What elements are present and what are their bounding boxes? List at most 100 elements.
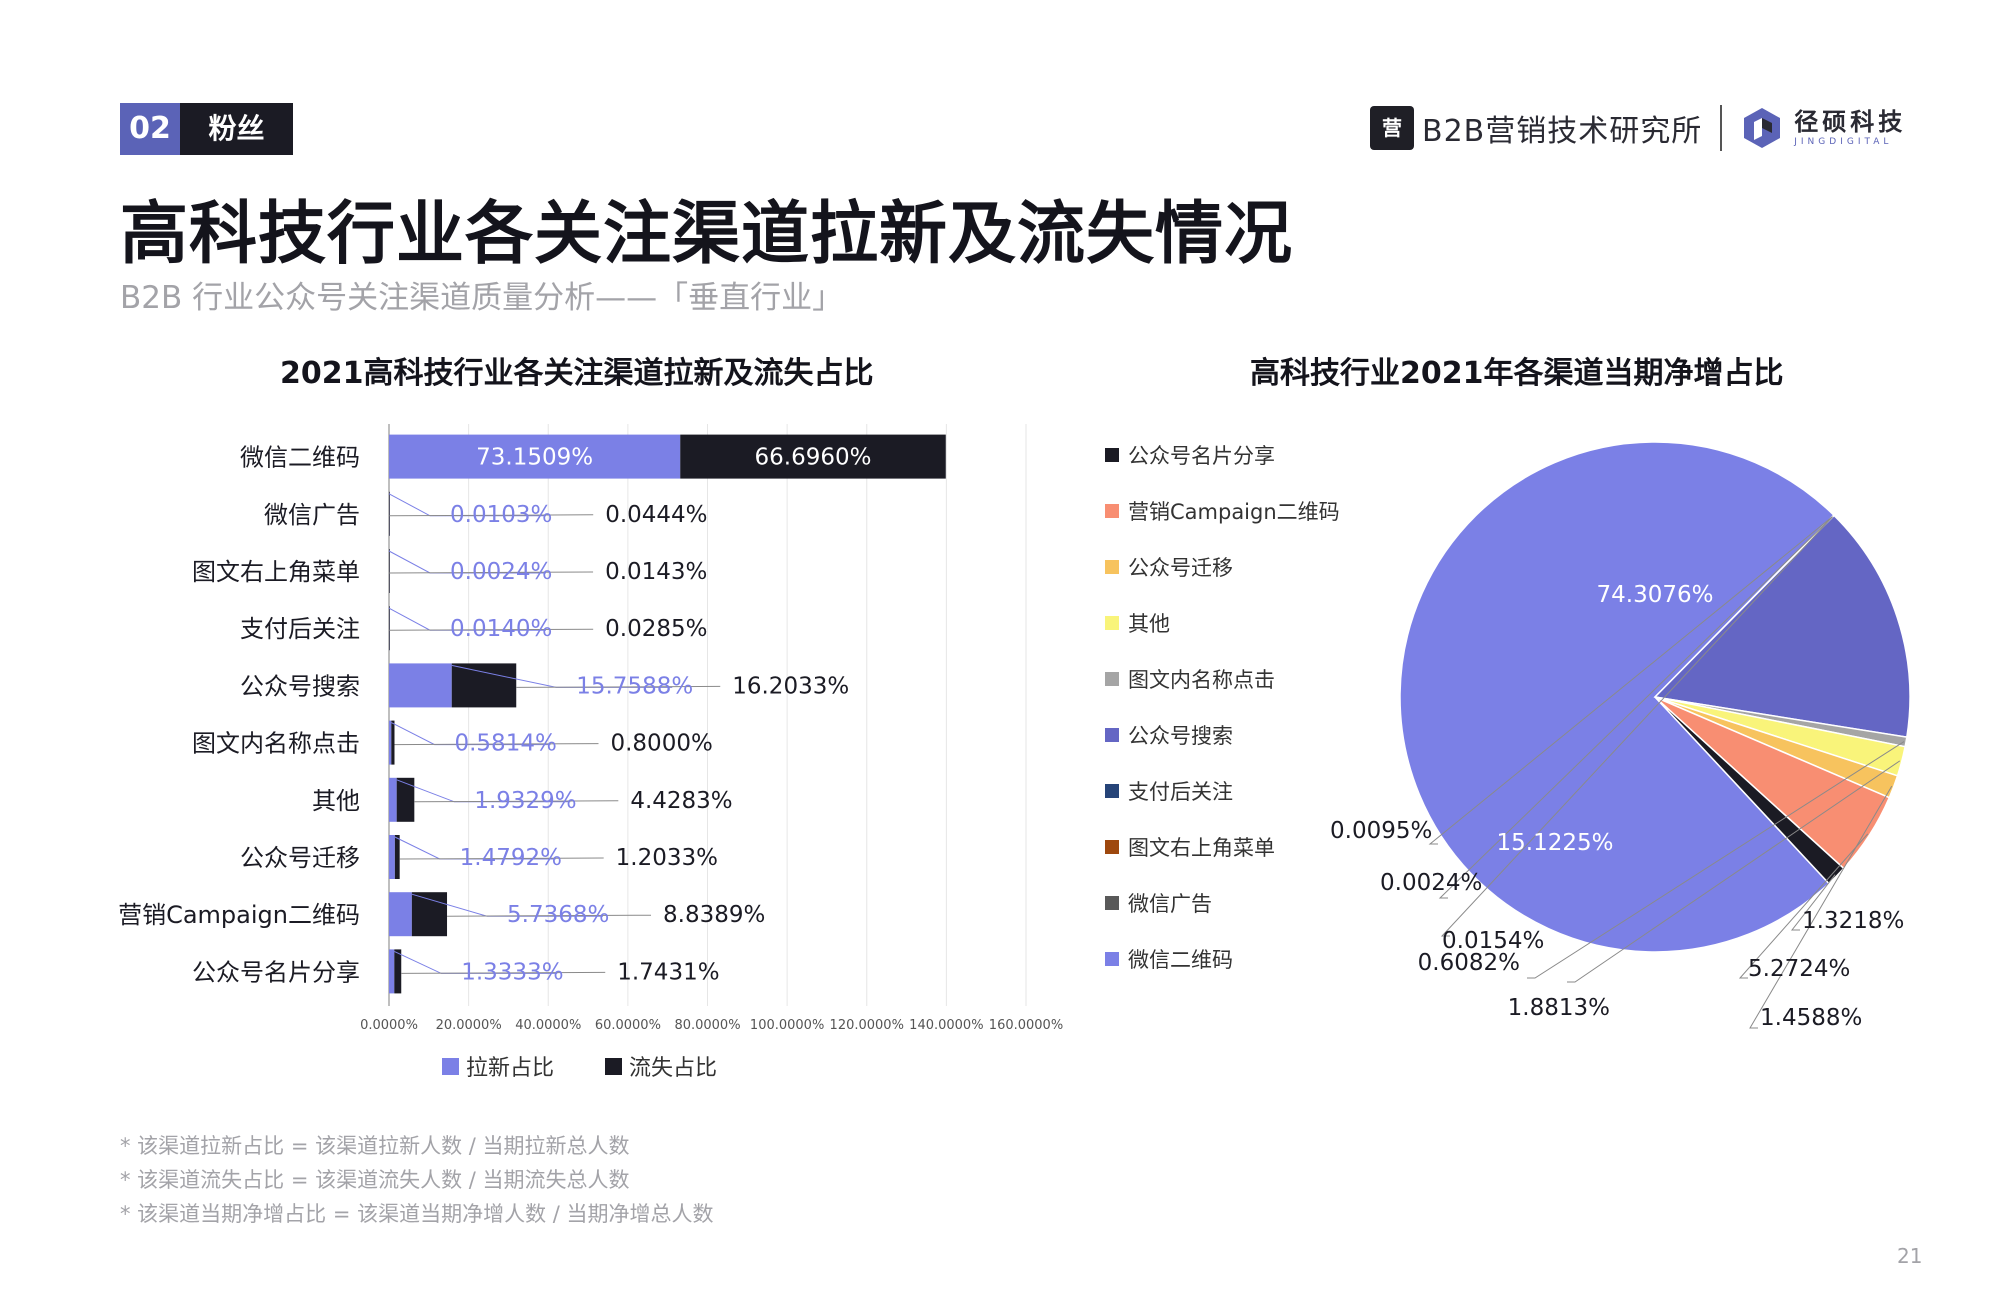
bar-new: [389, 892, 412, 937]
bar-category-label: 图文内名称点击: [192, 730, 360, 758]
pie-leader-line: [1440, 516, 1833, 937]
pie-legend-swatch: [1105, 560, 1119, 574]
section-number: 02: [120, 103, 180, 155]
footnote-loss: * 该渠道流失占比 = 该渠道流失人数 / 当期流失总人数: [120, 1168, 630, 1192]
jingdigital-logo-text: 径硕科技 JINGDIGITAL: [1794, 108, 1906, 148]
pie-legend-label: 公众号搜索: [1128, 724, 1233, 748]
section-tag: 02 粉丝: [120, 103, 293, 155]
pie-legend-swatch: [1105, 672, 1119, 686]
bar-category-label: 支付后关注: [240, 615, 360, 643]
jingdigital-logo-cn: 径硕科技: [1794, 108, 1907, 136]
pie-chart-title: 高科技行业2021年各渠道当期净增占比: [1250, 356, 1784, 391]
logo-divider: [1720, 105, 1723, 151]
bar-loss-leader-line: [389, 514, 594, 517]
x-tick-label: 140.0000%: [909, 1018, 983, 1033]
x-tick-label: 80.0000%: [674, 1018, 740, 1033]
pie-legend-label: 营销Campaign二维码: [1128, 500, 1340, 524]
page-number: 21: [1897, 1244, 1923, 1268]
bar-category-label: 微信广告: [264, 501, 360, 529]
pie-legend-swatch: [1105, 448, 1119, 462]
pie-leader-line: [1527, 741, 1905, 979]
x-tick-label: 100.0000%: [750, 1018, 824, 1033]
bar-new-value-label: 1.9329%: [474, 788, 576, 814]
bar-loss-value-label: 0.0444%: [605, 502, 707, 528]
legend-swatch-new: [442, 1058, 459, 1075]
bar-category-label: 公众号名片分享: [192, 958, 360, 986]
pie-value-label: 1.3218%: [1802, 908, 1904, 934]
bar-loss-leader-line: [399, 857, 604, 860]
bar-loss-leader-line: [516, 685, 721, 688]
pie-legend-swatch: [1105, 840, 1119, 854]
pie-legend-label: 公众号名片分享: [1128, 444, 1275, 468]
bar-new-value-label: 0.5814%: [454, 731, 556, 757]
bar-new-value-label: 15.7588%: [576, 673, 693, 699]
x-tick-label: 40.0000%: [515, 1018, 581, 1033]
bar-chart-title: 2021高科技行业各关注渠道拉新及流失占比: [280, 356, 874, 391]
jingdigital-logo-en: JINGDIGITAL: [1794, 137, 1893, 147]
pie-legend-swatch: [1105, 728, 1119, 742]
bar-loss: [389, 549, 390, 593]
pie-value-label: 5.2724%: [1748, 956, 1850, 982]
bar-loss-leader-line: [401, 971, 606, 974]
jingdigital-logo-icon: [1744, 108, 1781, 148]
bar-category-label: 公众号迁移: [240, 844, 360, 872]
bar-new: [389, 835, 395, 879]
pie-value-label: 0.0154%: [1442, 928, 1544, 954]
bar-new-value-label: 73.1509%: [476, 445, 593, 471]
section-label: 粉丝: [180, 103, 293, 155]
pie-value-label: 74.3076%: [1597, 582, 1714, 608]
x-tick-label: 120.0000%: [830, 1018, 904, 1033]
bar-loss-value-label: 4.4283%: [630, 788, 732, 814]
pie-value-label: 0.6082%: [1418, 950, 1520, 976]
page-subtitle: B2B 行业公众号关注渠道质量分析——「垂直行业」: [120, 280, 844, 316]
pie-value-label: 1.8813%: [1508, 995, 1610, 1021]
pie-legend-label: 微信二维码: [1128, 948, 1233, 972]
bar-new-value-label: 1.4792%: [460, 845, 562, 871]
bar-loss-value-label: 1.2033%: [616, 845, 718, 871]
bar-loss: [391, 720, 395, 765]
pie-value-label: 0.0095%: [1330, 818, 1432, 844]
footnote-new: * 该渠道拉新占比 = 该渠道拉新人数 / 当期拉新总人数: [120, 1134, 630, 1158]
bar-new-value-label: 0.0024%: [450, 559, 552, 585]
pie-legend-swatch: [1105, 784, 1119, 798]
x-tick-label: 0.0000%: [360, 1018, 418, 1033]
bar-new: [389, 720, 392, 765]
pie-legend-swatch: [1105, 896, 1119, 910]
bar-new-value-label: 0.0103%: [450, 502, 552, 528]
bar-loss: [396, 777, 415, 822]
pie-leader-line: [1738, 833, 1869, 979]
bar-new-value-label: 0.0140%: [450, 616, 552, 642]
bar-loss-value-label: 1.7431%: [617, 959, 719, 985]
x-tick-label: 60.0000%: [595, 1018, 661, 1033]
bar-loss: [680, 434, 946, 479]
pie-leader-line: [1567, 760, 1901, 983]
pie-legend-label: 公众号迁移: [1128, 556, 1233, 580]
pie-legend-label: 图文右上角菜单: [1128, 836, 1275, 860]
bar-new: [389, 663, 452, 708]
bar-loss-leader-line: [394, 743, 599, 746]
legend-label-loss: 流失占比: [629, 1056, 717, 1081]
pie-value-label: 1.4588%: [1760, 1005, 1862, 1031]
pie-leader-line: [1428, 516, 1833, 845]
bar-new-value-label: 1.3333%: [461, 959, 563, 985]
bar-loss-leader-line: [447, 914, 652, 917]
bar-category-label: 营销Campaign二维码: [118, 901, 360, 929]
pie-legend-label: 图文内名称点击: [1128, 668, 1275, 692]
bar-loss: [394, 835, 400, 879]
legend-swatch-loss: [605, 1058, 622, 1075]
bar-loss: [389, 606, 390, 651]
x-tick-label: 20.0000%: [436, 1018, 502, 1033]
bar-new: [389, 434, 681, 479]
bar-new: [389, 949, 395, 994]
b2b-logo-text: B2B营销技术研究所: [1422, 114, 1703, 149]
pie-slice: [1653, 514, 1911, 738]
bar-loss-leader-line: [389, 571, 594, 574]
pie-legend-label: 支付后关注: [1128, 780, 1233, 804]
x-tick-label: 160.0000%: [989, 1018, 1063, 1033]
legend-label-new: 拉新占比: [466, 1056, 554, 1081]
pie-legend-label: 其他: [1128, 612, 1170, 636]
pie-slice: [1399, 441, 1835, 953]
pie-value-label: 0.0024%: [1380, 870, 1482, 896]
logo-area: 营 B2B营销技术研究所 径硕科技 JINGDIGITAL: [1370, 104, 1906, 152]
bar-chart: 0.0000% 20.0000% 40.0000% 60.0000% 80.0000% 1…: [118, 424, 1063, 1081]
